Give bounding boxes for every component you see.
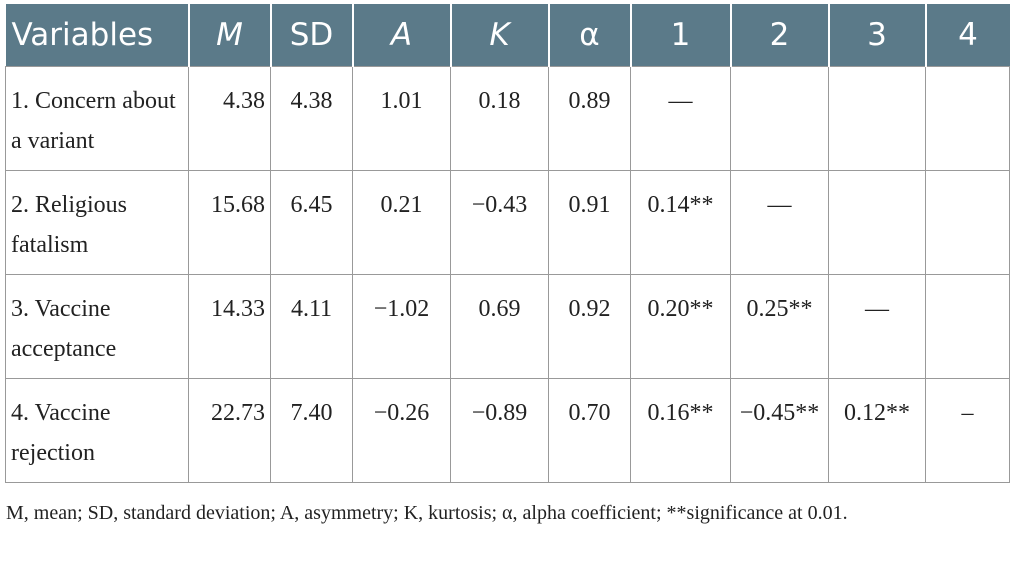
value-cell: 6.45 [270, 170, 353, 275]
header-cell: A [351, 4, 451, 67]
table-body: 1. Concern about a variant 4.38 4.38 1.01 0.… [5, 66, 1010, 483]
header-cell: 4 [924, 4, 1010, 67]
header-cell: α [547, 4, 631, 67]
value-cell: 0.89 [548, 66, 631, 171]
value-cell: −0.89 [450, 378, 549, 483]
value-cell: 0.18 [450, 66, 549, 171]
value-cell: 4.11 [270, 274, 353, 379]
header-cell: K [449, 4, 549, 67]
value-cell: – [925, 378, 1010, 483]
value-cell: 0.91 [548, 170, 631, 275]
value-cell: 22.73 [188, 378, 271, 483]
value-cell: 14.33 [188, 274, 271, 379]
variable-cell: 2. Religious fatalism [5, 170, 189, 275]
value-cell: 0.14** [630, 170, 731, 275]
value-cell: 0.92 [548, 274, 631, 379]
value-cell: 0.12** [828, 378, 926, 483]
empty-cell [925, 170, 1010, 275]
empty-cell [925, 66, 1010, 171]
variable-cell: 1. Concern about a variant [5, 66, 189, 171]
value-cell: 0.20** [630, 274, 731, 379]
value-cell: 0.69 [450, 274, 549, 379]
value-cell: — [630, 66, 731, 171]
footnote: M, mean; SD, standard deviation; A, asym… [6, 502, 848, 524]
value-cell: 0.21 [352, 170, 451, 275]
value-cell: — [828, 274, 926, 379]
table-row: 4. Vaccine rejection 22.73 7.40 −0.26 −0.89 0… [5, 378, 1010, 483]
header-cell: M [187, 4, 271, 67]
variable-cell: 4. Vaccine rejection [5, 378, 189, 483]
empty-cell [925, 274, 1010, 379]
value-cell: 0.16** [630, 378, 731, 483]
empty-cell [828, 170, 926, 275]
value-cell: 0.70 [548, 378, 631, 483]
value-cell: — [730, 170, 829, 275]
variable-cell: 3. Vaccine acceptance [5, 274, 189, 379]
value-cell: 4.38 [188, 66, 271, 171]
table-row: 2. Religious fatalism 15.68 6.45 0.21 −0.43 0… [5, 170, 1010, 275]
value-cell: −1.02 [352, 274, 451, 379]
value-cell: 15.68 [188, 170, 271, 275]
empty-cell [828, 66, 926, 171]
value-cell: 1.01 [352, 66, 451, 171]
header-cell: 1 [629, 4, 731, 67]
header-cell: Variables [5, 4, 189, 67]
value-cell: −0.43 [450, 170, 549, 275]
value-cell: 7.40 [270, 378, 353, 483]
table-row: 3. Vaccine acceptance 14.33 4.11 −1.02 0.69 0… [5, 274, 1010, 379]
value-cell: −0.26 [352, 378, 451, 483]
header-cell: 3 [827, 4, 926, 67]
header-cell: SD [269, 4, 353, 67]
empty-cell [730, 66, 829, 171]
value-cell: −0.45** [730, 378, 829, 483]
table-row: 1. Concern about a variant 4.38 4.38 1.01 0.… [5, 66, 1010, 171]
value-cell: 4.38 [270, 66, 353, 171]
value-cell: 0.25** [730, 274, 829, 379]
header-cell: 2 [729, 4, 829, 67]
